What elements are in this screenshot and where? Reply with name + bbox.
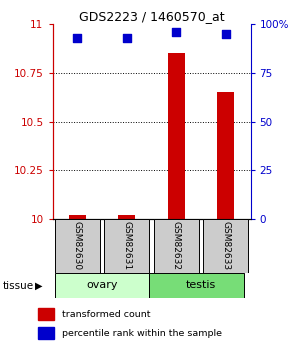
Bar: [203, 219, 248, 273]
Text: ovary: ovary: [86, 280, 118, 290]
Bar: [217, 92, 234, 219]
Text: GSM82633: GSM82633: [221, 221, 230, 270]
Bar: [149, 273, 244, 298]
Text: transformed count: transformed count: [62, 310, 150, 319]
Bar: [168, 53, 185, 219]
Bar: [55, 273, 149, 298]
Point: [174, 29, 179, 35]
Text: GSM82631: GSM82631: [122, 221, 131, 270]
Point: [224, 31, 228, 37]
Text: ▶: ▶: [34, 281, 42, 290]
Bar: [38, 327, 54, 339]
Text: GSM82630: GSM82630: [73, 221, 82, 270]
Title: GDS2223 / 1460570_at: GDS2223 / 1460570_at: [79, 10, 224, 23]
Bar: [118, 215, 135, 219]
Bar: [55, 219, 100, 273]
Text: percentile rank within the sample: percentile rank within the sample: [62, 329, 222, 338]
Text: tissue: tissue: [3, 281, 34, 290]
Bar: [69, 215, 86, 219]
Point: [124, 35, 129, 41]
Text: GSM82632: GSM82632: [172, 221, 181, 270]
Bar: [104, 219, 149, 273]
Point: [75, 35, 80, 41]
Bar: [154, 219, 199, 273]
Bar: [38, 308, 54, 320]
Text: testis: testis: [186, 280, 216, 290]
